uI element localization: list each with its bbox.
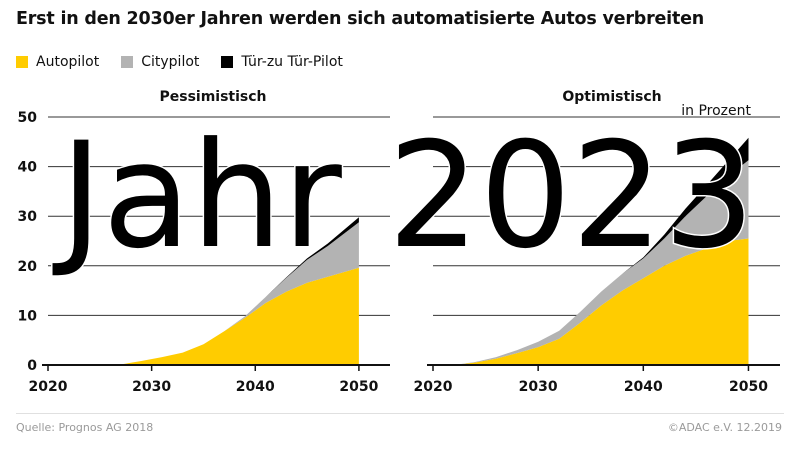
y-tick-label: 0 [27, 358, 37, 374]
y-tick-label: 50 [18, 110, 38, 126]
legend-item-citypilot: Citypilot [121, 54, 199, 70]
legend-item-autopilot: Autopilot [16, 54, 99, 70]
x-tick-label: 2030 [132, 379, 171, 395]
x-tick-label: 2020 [29, 379, 68, 395]
credit-note: ©ADAC e.V. 12.2019 [667, 421, 782, 434]
x-tick-label: 2020 [414, 379, 453, 395]
x-tick-label: 2040 [236, 379, 275, 395]
legend-item-tuerzutuer: Tür-zu Tür-Pilot [221, 54, 343, 70]
area-autopilot [48, 267, 359, 365]
source-note: Quelle: Prognos AG 2018 [16, 421, 154, 434]
area-autopilot [433, 238, 749, 365]
panel-title: Optimistisch [562, 89, 661, 105]
x-tick-label: 2050 [339, 379, 378, 395]
legend: Autopilot Citypilot Tür-zu Tür-Pilot [16, 54, 365, 70]
panel-title: Pessimistisch [159, 89, 266, 105]
legend-swatch-citypilot [121, 56, 134, 68]
x-tick-label: 2040 [624, 379, 663, 395]
y-tick-label: 30 [18, 209, 38, 225]
y-tick-label: 10 [18, 308, 38, 324]
y-tick-label: 20 [18, 259, 38, 275]
x-tick-label: 2030 [519, 379, 558, 395]
chart-title: Erst in den 2030er Jahren werden sich au… [16, 9, 705, 29]
unit-label: in Prozent [681, 103, 751, 119]
x-tick-label: 2050 [729, 379, 768, 395]
y-tick-label: 40 [18, 160, 38, 176]
footer-divider [16, 413, 784, 414]
legend-label-autopilot: Autopilot [36, 54, 100, 70]
legend-label-tuerzutuer: Tür-zu Tür-Pilot [241, 54, 343, 70]
legend-label-citypilot: Citypilot [141, 54, 200, 70]
chart-panel-optimistisch: Optimistisch 2020 2030 2040 2050 [414, 89, 780, 395]
legend-swatch-autopilot [16, 56, 28, 68]
overlay-watermark-text: Jahr 2023 [52, 111, 755, 281]
legend-swatch-tuerzutuer [221, 56, 234, 68]
